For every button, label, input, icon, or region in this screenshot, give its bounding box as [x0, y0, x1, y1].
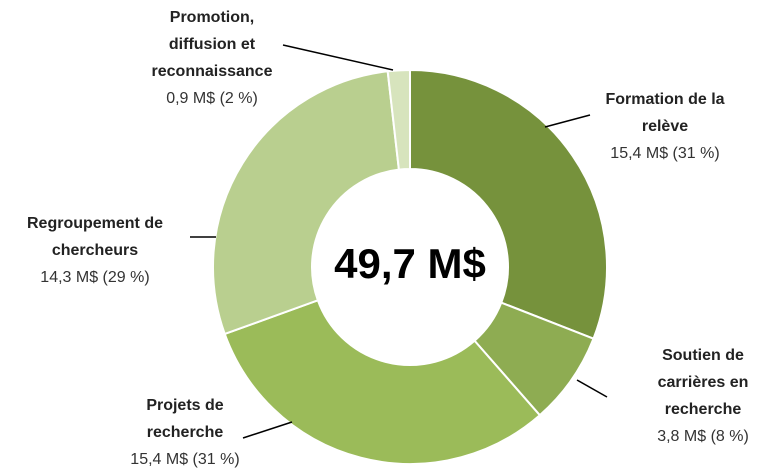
donut: [212, 68, 608, 465]
slice-label: Formation de la relève 15,4 M$ (31 %): [590, 86, 740, 167]
donut-slice: [386, 68, 411, 171]
leader-line: [242, 421, 293, 439]
slice-label: Regroupement de chercheurs 14,3 M$ (29 %…: [5, 210, 185, 291]
value-label: 15,4 M$ (31 %): [130, 451, 240, 468]
donut-slice: [409, 68, 608, 340]
category-label: Regroupement de chercheurs: [26, 215, 163, 259]
center-label: 49,7 M$: [334, 240, 486, 287]
value-label: 14,3 M$ (29 %): [40, 269, 150, 286]
category-label: Promotion, diffusion et reconnaissance: [151, 9, 273, 80]
value-label: 3,8 M$ (8 %): [657, 428, 749, 445]
leader-line: [282, 44, 394, 71]
slice-label: Projets de recherche 15,4 M$ (31 %): [110, 392, 260, 473]
slice-label: Promotion, diffusion et reconnaissance 0…: [142, 4, 282, 112]
category-label: Projets de recherche: [146, 397, 224, 441]
category-label: Formation de la relève: [605, 91, 725, 135]
leader-line: [576, 379, 608, 398]
donut-slice: [223, 299, 542, 465]
leader-lines: [190, 44, 608, 439]
leader-line: [544, 114, 591, 128]
value-label: 15,4 M$ (31 %): [610, 145, 720, 162]
category-label: Soutien de carrières en recherche: [657, 347, 749, 418]
donut-slice: [212, 70, 401, 336]
slice-label: Soutien de carrières en recherche 3,8 M$…: [648, 342, 758, 450]
value-label: 0,9 M$ (2 %): [166, 90, 258, 107]
